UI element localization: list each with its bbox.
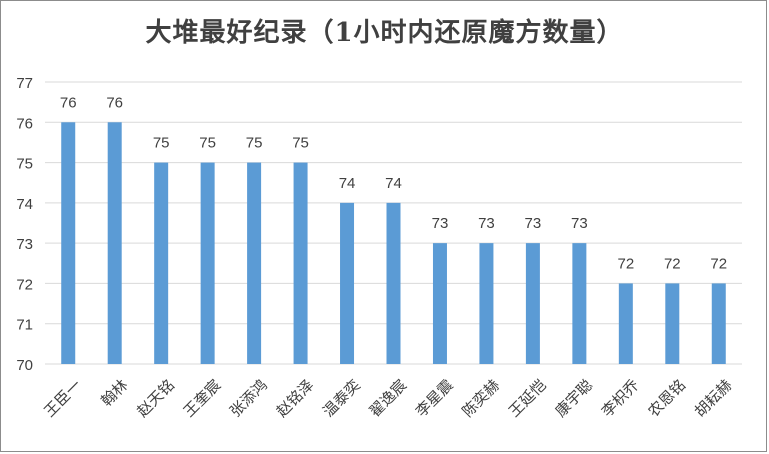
x-tick-label: 翰林 bbox=[97, 376, 131, 410]
y-tick-label: 71 bbox=[16, 317, 33, 334]
data-label: 72 bbox=[710, 255, 727, 272]
bar bbox=[572, 243, 587, 364]
data-label: 74 bbox=[385, 175, 402, 192]
y-tick-label: 74 bbox=[16, 196, 33, 213]
bar bbox=[479, 243, 494, 364]
x-tick-label: 李星震 bbox=[412, 376, 457, 421]
bar bbox=[61, 122, 76, 365]
bar bbox=[386, 202, 401, 364]
x-tick-label: 胡耘赫 bbox=[691, 376, 736, 421]
x-tick-label: 王延恺 bbox=[505, 376, 550, 421]
bar bbox=[618, 283, 633, 364]
y-tick-label: 76 bbox=[16, 115, 33, 132]
x-tick-label: 康宇聪 bbox=[552, 376, 597, 421]
x-tick-label: 农恩铭 bbox=[644, 376, 689, 421]
bar bbox=[711, 283, 726, 364]
bar bbox=[200, 162, 215, 364]
data-label: 76 bbox=[106, 94, 123, 111]
data-label: 73 bbox=[571, 215, 588, 232]
data-label: 73 bbox=[478, 215, 495, 232]
data-label: 75 bbox=[199, 135, 216, 152]
x-tick-label: 李枳乔 bbox=[598, 376, 643, 421]
bar bbox=[340, 202, 355, 364]
bar bbox=[154, 162, 169, 364]
x-tick-label: 张添鸿 bbox=[226, 376, 271, 421]
x-tick-label: 赵铭泽 bbox=[273, 376, 318, 421]
data-label: 72 bbox=[617, 255, 634, 272]
data-label: 73 bbox=[525, 215, 542, 232]
bar bbox=[525, 243, 540, 364]
data-label: 76 bbox=[60, 94, 77, 111]
data-label: 75 bbox=[292, 135, 309, 152]
y-tick-label: 70 bbox=[16, 357, 33, 374]
bar bbox=[107, 122, 122, 365]
data-label: 73 bbox=[432, 215, 449, 232]
x-tick-label: 赵天铭 bbox=[133, 376, 178, 421]
x-tick-label: 温泰奕 bbox=[319, 376, 364, 421]
bar bbox=[665, 283, 680, 364]
y-tick-label: 72 bbox=[16, 276, 33, 293]
data-label: 75 bbox=[246, 135, 263, 152]
y-tick-label: 75 bbox=[16, 156, 33, 173]
bar bbox=[293, 162, 308, 364]
x-tick-label: 翟逸宸 bbox=[366, 376, 411, 421]
data-label: 75 bbox=[153, 135, 170, 152]
y-tick-label: 73 bbox=[16, 236, 33, 253]
bar bbox=[247, 162, 262, 364]
chart-title: 大堆最好纪录（1小时内还原魔方数量） bbox=[145, 18, 624, 48]
bar bbox=[432, 243, 447, 364]
x-tick-label: 王奎宸 bbox=[180, 376, 225, 421]
x-tick-label: 王臣一 bbox=[40, 376, 85, 421]
y-tick-label: 77 bbox=[16, 75, 33, 92]
x-tick-label: 陈奕赫 bbox=[459, 376, 504, 421]
data-label: 72 bbox=[664, 255, 681, 272]
data-label: 74 bbox=[339, 175, 356, 192]
